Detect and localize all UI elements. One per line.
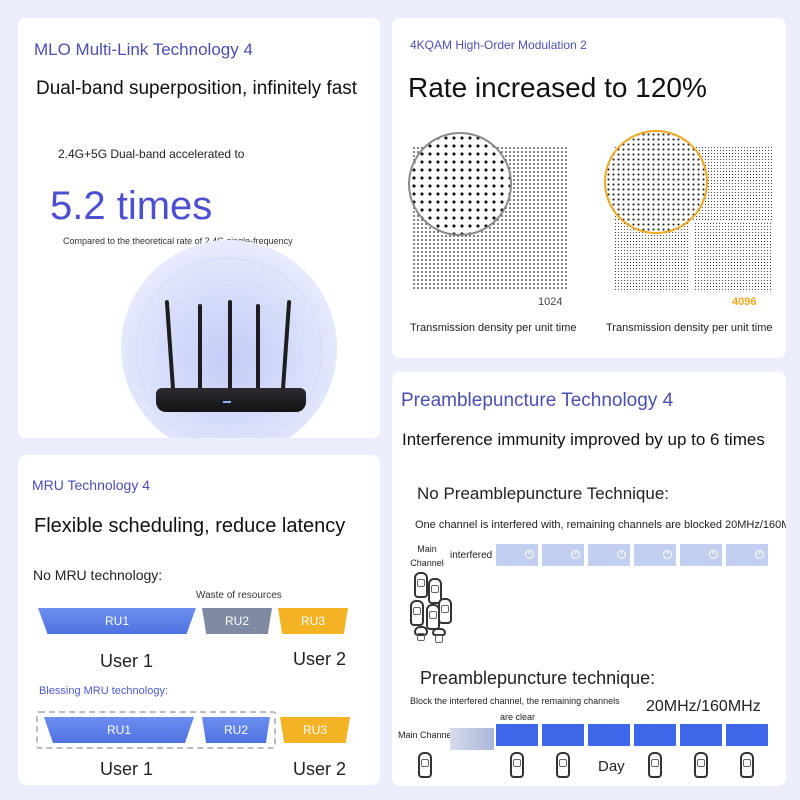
interfered-label: interfered (450, 550, 493, 561)
car-icon (414, 572, 428, 598)
blocked-icon: × (525, 550, 534, 559)
car-icon (432, 628, 446, 643)
car-icon (510, 752, 524, 778)
clear-channel-4 (634, 724, 676, 746)
qam-4096-zoom (604, 130, 708, 234)
no-preamble-desc: One channel is interfered with, remainin… (415, 519, 786, 531)
qam-4096-grid-br (694, 222, 772, 292)
no-preamble-heading: No Preamblepuncture Technique: (417, 484, 670, 503)
user2-label: User 2 (293, 649, 347, 669)
signal-ring-inner (158, 280, 300, 422)
mlo-note: Compared to the theoretical rate of 2.4G… (63, 236, 293, 246)
router-antenna-2 (198, 304, 202, 392)
car-icon (438, 598, 452, 624)
blocked-channel-2: × (542, 544, 584, 566)
qam-title: 4KQAM High-Order Modulation 2 (410, 38, 587, 52)
blocked-icon: × (755, 550, 764, 559)
user2-merged-label: User 2 (293, 759, 347, 779)
blocked-icon: × (663, 550, 672, 559)
qam-subtitle: Rate increased to 120% (408, 72, 707, 103)
car-icon (740, 752, 754, 778)
blocked-icon: × (709, 550, 718, 559)
ru3-merged-block: RU3 (280, 717, 350, 743)
mlo-big-value: 5.2 times (50, 184, 213, 228)
mru-title: MRU Technology 4 (32, 477, 151, 493)
router-antenna-3 (228, 300, 232, 392)
car-icon (428, 578, 442, 604)
qam-4096-caption: Transmission density per unit time (606, 322, 773, 334)
clear-channel-2 (542, 724, 584, 746)
blocked-channel-3: × (588, 544, 630, 566)
clear-channel-5 (680, 724, 722, 746)
ru1-block: RU1 (38, 608, 196, 634)
clear-channel-6 (726, 724, 768, 746)
blocked-channel-1: × (496, 544, 538, 566)
yes-preamble-desc-1: Block the interfered channel, the remain… (410, 696, 620, 706)
router-antenna-4 (256, 304, 260, 392)
blessing-mru-label: Blessing MRU technology: (39, 685, 169, 697)
signal-ring-outer (136, 258, 322, 438)
qam-card: 4KQAM High-Order Modulation 2 Rate incre… (392, 18, 786, 358)
car-icon (410, 600, 424, 626)
router-body (156, 388, 306, 412)
mlo-card: MLO Multi-Link Technology 4 Dual-band su… (18, 18, 380, 438)
ru2-wasted-block: RU2 (202, 608, 272, 634)
clear-channel-1 (496, 724, 538, 746)
preamble-card: Preamblepuncture Technology 4 Interferen… (392, 372, 786, 786)
qam-1024-value: 1024 (538, 296, 563, 308)
mlo-accel-label: 2.4G+5G Dual-band accelerated to (58, 147, 245, 161)
yes-preamble-desc-2: are clear (500, 712, 536, 722)
blocked-channel-5: × (680, 544, 722, 566)
car-icon (418, 752, 432, 778)
car-icon (414, 626, 428, 641)
yes-preamble-heading: Preamblepuncture technique: (420, 668, 656, 688)
user1-merged-label: User 1 (100, 759, 154, 779)
car-icon (556, 752, 570, 778)
mlo-subtitle: Dual-band superposition, infinitely fast (36, 78, 358, 99)
qam-1024-zoom (408, 132, 512, 236)
blocked-icon: × (571, 550, 580, 559)
blocked-icon: × (617, 550, 626, 559)
router-led (223, 401, 231, 403)
preamble-title: Preamblepuncture Technology 4 (401, 390, 674, 411)
car-icon (648, 752, 662, 778)
blocked-channel-4: × (634, 544, 676, 566)
mru-subtitle: Flexible scheduling, reduce latency (34, 515, 346, 537)
main-channel-label: Main Channel (410, 544, 444, 568)
blocked-channel-6: × (726, 544, 768, 566)
ru1-merged-block: RU1 (44, 717, 194, 743)
mru-card: MRU Technology 4 Flexible scheduling, re… (18, 455, 380, 785)
no-mru-label: No MRU technology: (33, 567, 163, 583)
waste-label: Waste of resources (196, 590, 282, 601)
ru3-block: RU3 (278, 608, 348, 634)
day-label: Day (598, 758, 625, 775)
user1-label: User 1 (100, 651, 154, 671)
main-channel-label-2: Main Channel (398, 730, 454, 740)
preamble-subtitle: Interference immunity improved by up to … (402, 430, 765, 449)
mru-merged-box (36, 711, 276, 749)
punctured-channel (450, 728, 494, 750)
car-icon (694, 752, 708, 778)
qam-1024-caption: Transmission density per unit time (410, 322, 577, 334)
mlo-title: MLO Multi-Link Technology 4 (34, 40, 253, 59)
bandwidth-label: 20MHz/160MHz (646, 698, 761, 715)
ru2-merged-block: RU2 (202, 717, 270, 743)
clear-channel-3 (588, 724, 630, 746)
qam-4096-value: 4096 (732, 296, 757, 308)
